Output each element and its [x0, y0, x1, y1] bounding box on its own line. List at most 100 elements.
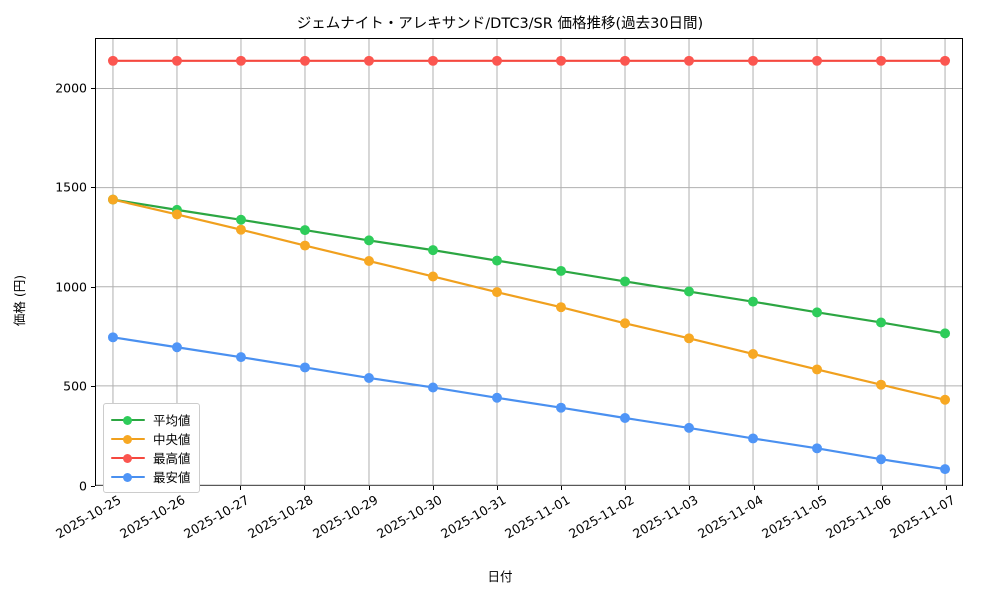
x-axis-tick-label: 2025-11-07	[887, 492, 958, 542]
data-point-marker	[940, 328, 951, 339]
data-point-marker	[363, 256, 374, 266]
data-point-marker	[876, 55, 887, 66]
data-point-marker	[748, 348, 759, 359]
y-axis-tick-labels: 0 500 1000 1500 2000	[0, 38, 87, 493]
legend-item[interactable]: 最安値	[111, 467, 191, 486]
data-point-marker	[812, 307, 823, 318]
y-axis-tick-label: 2000	[55, 80, 87, 96]
x-axis-tick-mark	[561, 486, 563, 490]
data-point-marker	[428, 55, 438, 66]
y-axis-tick-marks	[0, 38, 100, 487]
legend-label: 最高値	[153, 451, 191, 466]
data-point-marker	[940, 55, 951, 66]
legend-item[interactable]: 中央値	[111, 429, 191, 448]
data-point-marker	[363, 55, 374, 66]
x-axis-tick-label: 2025-10-31	[437, 492, 509, 542]
data-point-marker	[428, 245, 438, 256]
data-point-marker	[492, 287, 502, 298]
y-axis-tick-mark	[91, 87, 95, 89]
y-axis-tick-mark	[91, 386, 95, 388]
legend-label: 中央値	[153, 432, 191, 447]
data-point-marker	[620, 318, 630, 329]
x-axis-tick-label: 2025-11-04	[694, 492, 766, 542]
data-point-marker	[812, 364, 823, 375]
y-axis-tick-mark	[91, 486, 95, 487]
x-axis-tick-marks	[95, 486, 963, 496]
y-axis-tick-label: 1500	[55, 179, 87, 195]
plot-area	[95, 38, 963, 486]
x-axis-tick-mark	[240, 486, 242, 490]
x-axis-tick-mark	[496, 486, 498, 490]
data-point-marker	[556, 55, 566, 66]
data-point-marker	[107, 332, 118, 343]
legend-swatch	[111, 471, 145, 483]
data-point-marker	[428, 382, 438, 393]
data-point-marker	[556, 265, 566, 276]
data-point-marker	[748, 296, 759, 307]
data-point-marker	[299, 225, 310, 236]
data-point-marker	[940, 394, 951, 405]
x-axis-tick-label: 2025-10-28	[245, 492, 316, 542]
x-axis-tick-mark	[368, 486, 370, 490]
y-axis-tick-label: 1000	[55, 279, 87, 295]
data-point-marker	[556, 402, 566, 413]
x-axis-tick-label: 2025-10-30	[373, 492, 445, 542]
legend-swatch	[111, 433, 145, 445]
data-point-marker	[107, 194, 118, 205]
legend-item[interactable]: 最高値	[111, 448, 191, 467]
data-point-marker	[748, 55, 759, 66]
legend-swatch	[111, 414, 145, 426]
data-point-marker	[171, 209, 182, 220]
legend-label: 平均値	[153, 413, 191, 428]
data-series-layer	[107, 55, 951, 475]
data-point-marker	[748, 433, 759, 444]
data-point-marker	[492, 255, 502, 266]
x-axis-tick-label: 2025-11-02	[566, 492, 637, 542]
x-axis-tick-labels: 2025-10-25 2025-10-26 2025-10-27 2025-10-28…	[53, 492, 963, 572]
x-axis-tick-mark	[625, 486, 627, 490]
x-axis-tick-label: 2025-10-26	[117, 492, 188, 542]
legend-marker-icon	[123, 472, 132, 482]
x-axis-tick-label: 2025-11-01	[502, 492, 573, 542]
data-point-marker	[812, 55, 823, 66]
data-point-marker	[684, 55, 695, 66]
data-point-marker	[556, 302, 566, 313]
x-axis-tick-label: 2025-11-03	[630, 492, 701, 542]
x-axis-tick-mark	[753, 486, 755, 490]
legend-label: 最安値	[153, 470, 191, 485]
data-point-marker	[107, 55, 118, 66]
data-point-marker	[876, 317, 887, 328]
data-point-marker	[171, 342, 182, 353]
data-point-marker	[235, 55, 246, 66]
x-axis-tick-mark	[432, 486, 434, 490]
data-point-marker	[363, 235, 374, 246]
x-axis-tick-mark	[881, 486, 883, 490]
data-point-marker	[812, 443, 823, 454]
legend-marker-icon	[123, 453, 132, 463]
x-axis-tick-label: 2025-11-05	[758, 492, 830, 542]
legend-swatch	[111, 452, 145, 464]
x-axis-tick-label: 2025-10-27	[181, 492, 252, 542]
legend-marker-icon	[123, 434, 132, 444]
x-axis-tick-mark	[946, 486, 947, 490]
data-point-marker	[492, 55, 502, 66]
data-point-marker	[620, 413, 630, 423]
x-axis-tick-mark	[304, 486, 306, 490]
data-point-marker	[363, 372, 374, 383]
data-point-marker	[684, 286, 695, 297]
data-point-marker	[235, 214, 246, 225]
data-point-marker	[940, 464, 951, 475]
y-axis-tick-label: 500	[63, 378, 87, 394]
x-axis-tick-mark	[689, 486, 691, 490]
x-axis-tick-label: 2025-10-29	[309, 492, 381, 542]
data-point-marker	[620, 55, 630, 66]
y-axis-tick-label: 0	[79, 478, 87, 494]
data-point-marker	[235, 224, 246, 235]
y-axis-tick-mark	[91, 286, 95, 288]
legend-item[interactable]: 平均値	[111, 410, 191, 429]
data-point-marker	[684, 422, 695, 433]
data-point-marker	[428, 271, 438, 282]
data-point-marker	[299, 55, 310, 66]
series-line	[111, 336, 947, 471]
